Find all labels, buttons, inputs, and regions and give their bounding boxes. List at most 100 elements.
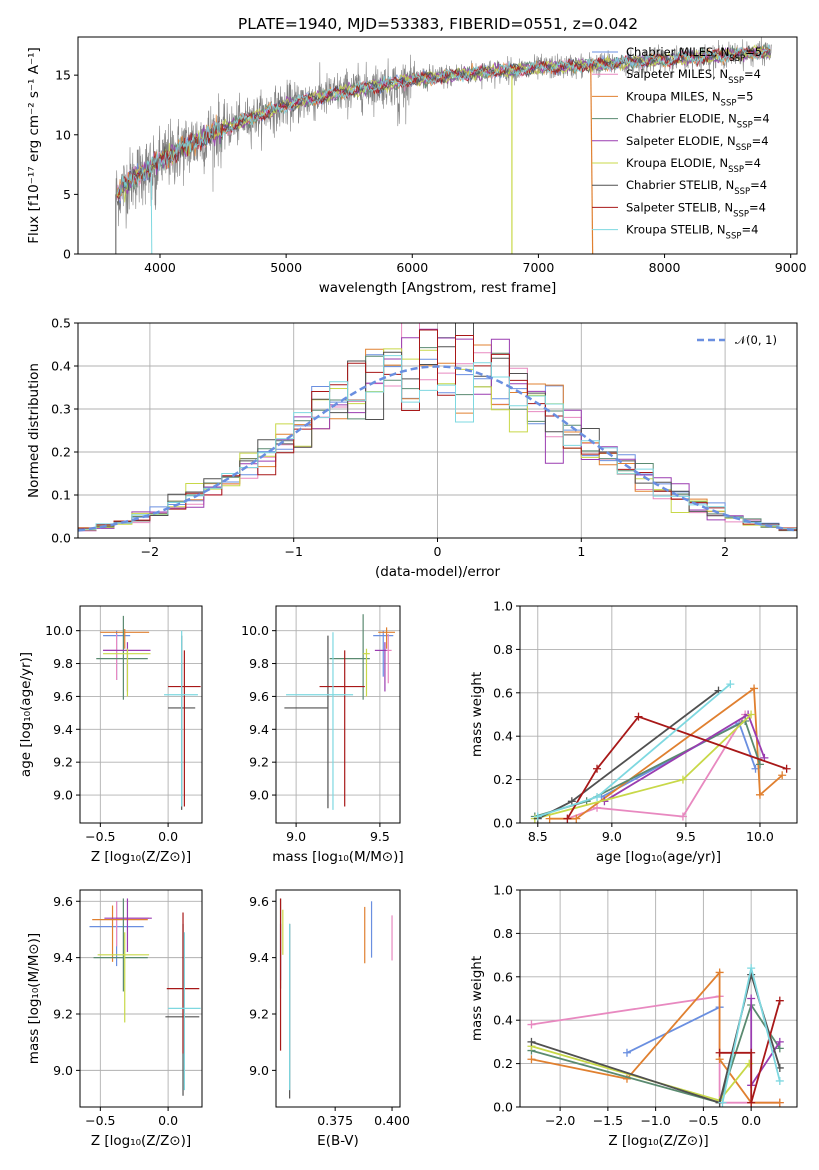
x-axis-label: mass [log₁₀(M/M⊙)]	[272, 849, 403, 865]
weight-line	[566, 715, 787, 820]
y-tick-label: 9.6	[249, 689, 269, 704]
axes-frame	[519, 889, 798, 1108]
x-axis-label: Z [log₁₀(Z/Z⊙)]	[608, 1133, 708, 1149]
weight-marker	[750, 684, 759, 693]
weight-marker	[678, 812, 687, 821]
y-axis-label: Normed distribution	[26, 363, 42, 498]
y-tick-label: 0.4	[493, 729, 513, 744]
y-axis-label: mass weight	[469, 672, 485, 757]
y-tick-label: 9.0	[249, 1063, 269, 1078]
y-tick-label: 9.8	[53, 656, 73, 671]
plot-area	[115, 37, 772, 254]
legend-nssp: =4	[749, 200, 766, 214]
y-tick-label: 0.0	[493, 1100, 513, 1115]
legend-label: Salpeter ELODIE, NSSP=4	[626, 134, 769, 153]
axes-frame	[77, 322, 798, 539]
y-tick-label: 10.0	[241, 623, 269, 638]
y-tick-label: 0.6	[493, 685, 513, 700]
y-tick-label: 9.2	[249, 755, 269, 770]
legend-subscript: SSP	[721, 98, 737, 108]
weight-marker	[775, 1076, 784, 1085]
y-tick-label: 0.1	[51, 488, 71, 503]
weight-line	[719, 1000, 781, 1103]
x-tick-label: −0.5	[688, 1113, 718, 1128]
weight-marker	[747, 1098, 756, 1107]
legend-subscript: SSP	[726, 232, 742, 242]
x-tick-label: 9.0	[286, 829, 306, 844]
x-axis-label: (data-model)/error	[375, 564, 501, 580]
x-tick-label: 0.0	[158, 829, 178, 844]
weight-marker	[545, 814, 554, 823]
x-tick-label: 10.0	[746, 829, 774, 844]
plot-area	[96, 615, 201, 810]
y-tick-label: 0.0	[51, 531, 71, 546]
legend-nssp: =4	[753, 112, 770, 126]
x-tick-label: 0.375	[317, 1113, 353, 1128]
x-tick-label: −2	[141, 544, 159, 559]
y-tick-label: 0.8	[493, 926, 513, 941]
y-tick-label: 9.4	[249, 722, 269, 737]
x-tick-label: 2	[721, 544, 729, 559]
weight-line	[537, 689, 720, 820]
legend-subscript: SSP	[734, 187, 750, 197]
x-tick-label: 0.400	[374, 1113, 410, 1128]
legend-subscript: SSP	[728, 76, 744, 86]
weight-marker	[747, 1048, 756, 1057]
normal-reference-curve	[78, 365, 795, 532]
axes-frame	[77, 36, 798, 255]
y-tick-label: 9.0	[53, 788, 73, 803]
weight-marker	[755, 790, 764, 799]
figure-title: PLATE=1940, MJD=53383, FIBERID=0551, z=0…	[238, 15, 638, 33]
model-spectrum-line	[116, 44, 771, 195]
weight-marker	[527, 1020, 536, 1029]
x-tick-label: 6000	[396, 260, 428, 275]
y-tick-label: 0.2	[493, 1056, 513, 1071]
legend-nssp: =4	[750, 178, 767, 192]
y-tick-label: 0.2	[51, 445, 71, 460]
weight-marker	[775, 996, 784, 1005]
weight-marker	[782, 764, 791, 773]
y-tick-label: 0.3	[51, 402, 71, 417]
y-tick-label: 0.4	[51, 359, 71, 374]
plot-area	[530, 680, 791, 823]
legend-subscript: SSP	[728, 165, 744, 175]
legend-subscript: SSP	[736, 143, 752, 153]
y-tick-label: 1.0	[493, 883, 513, 898]
x-tick-label: 8000	[649, 260, 681, 275]
histogram-step-line	[78, 355, 797, 538]
panel-spectrum: 4000 5000 6000 7000 8000 9000 0 5 10 15 wavelength…	[26, 36, 807, 296]
x-tick-label: 0.0	[741, 1113, 761, 1128]
weight-line	[567, 714, 746, 820]
weight-marker	[593, 792, 602, 801]
weight-marker	[755, 760, 764, 769]
model-gap-drop	[150, 170, 153, 254]
panel-weight_vs_Z: −2.0 −1.5 −1.0 −0.5 0.0 0.0 0.2 0.4 0.6 0.8 1.0 Z […	[469, 883, 798, 1149]
panel-weight_vs_age: 8.5 9.0 9.5 10.0 0.0 0.2 0.4 0.6 0.8 1.0 age [log₁…	[469, 599, 798, 865]
legend-nssp: =4	[744, 67, 761, 81]
y-tick-label: 0.5	[51, 316, 71, 331]
plot-area	[89, 898, 201, 1096]
x-tick-label: 0.0	[158, 1113, 178, 1128]
weight-marker	[563, 814, 572, 823]
weight-marker	[634, 712, 643, 721]
axes-frame	[79, 605, 203, 824]
y-tick-label: 9.6	[249, 894, 269, 909]
y-tick-label: 0.8	[493, 642, 513, 657]
y-tick-label: 9.0	[53, 1063, 73, 1078]
y-tick-label: 9.2	[53, 755, 73, 770]
weight-marker	[778, 771, 787, 780]
y-axis-label: mass weight	[469, 956, 485, 1041]
y-tick-label: 9.4	[53, 722, 73, 737]
weight-marker	[572, 814, 581, 823]
x-tick-label: −1	[284, 544, 302, 559]
x-tick-label: −1.5	[593, 1113, 623, 1128]
x-tick-label: 5000	[270, 260, 302, 275]
weight-marker	[533, 812, 542, 821]
y-tick-label: 0.6	[493, 969, 513, 984]
legend-label: Chabrier STELIB, NSSP=4	[626, 178, 767, 197]
plot-area	[78, 323, 797, 538]
x-axis-label: Z [log₁₀(Z/Z⊙)]	[91, 1133, 191, 1149]
panel-age_vs_mass: 9.0 9.5 9.0 9.2 9.4 9.6 9.8 10.0 mass [log₁₀(M/M…	[241, 605, 404, 865]
legend-subscript: SSP	[737, 121, 753, 131]
